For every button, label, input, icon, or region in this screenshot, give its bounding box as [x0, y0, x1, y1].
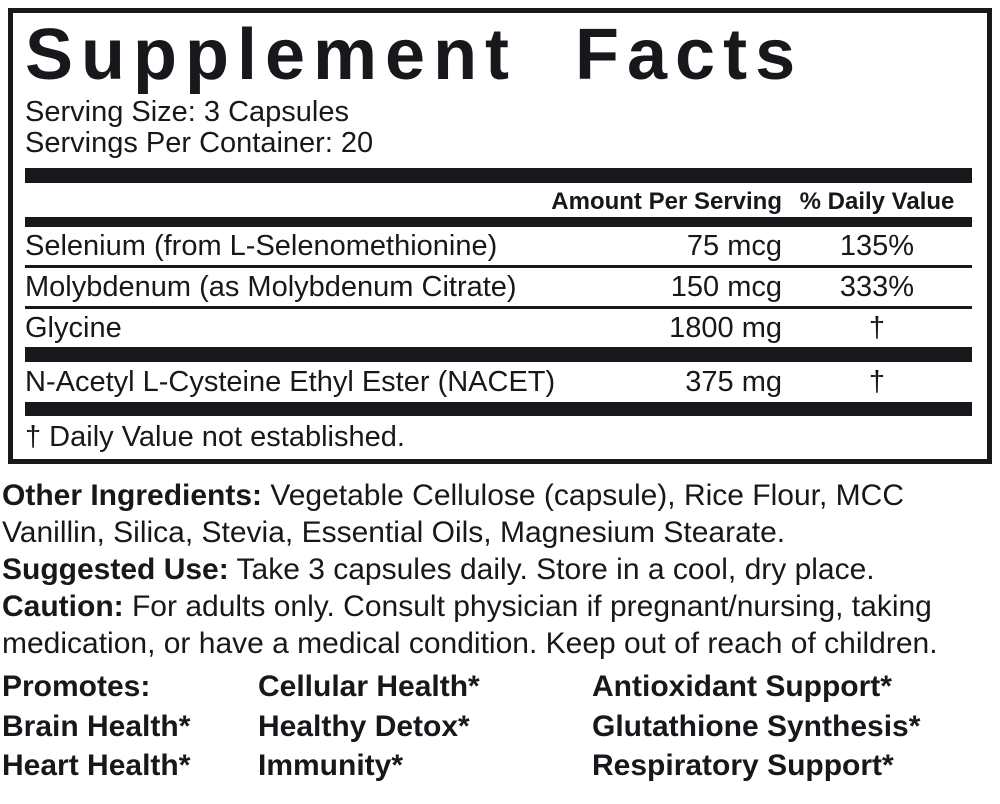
- other-ingredients-label: Other Ingredients:: [2, 479, 263, 512]
- nutrient-name: Glycine: [25, 312, 122, 344]
- divider-bar-top: [25, 168, 972, 183]
- nutrient-daily-value: †: [868, 312, 886, 344]
- caution-label: Caution:: [2, 590, 124, 623]
- benefit-immunity: Immunity*: [258, 749, 404, 782]
- promotes-heading: Promotes:: [2, 670, 151, 703]
- benefit-glutathione-synthesis: Glutathione Synthesis*: [592, 709, 921, 743]
- nutrient-row-molybdenum: Molybdenum (as Molybdenum Citrate) 150 m…: [25, 268, 972, 309]
- benefit-cellular-health: Cellular Health*: [258, 670, 480, 703]
- nutrient-daily-value: †: [868, 366, 886, 398]
- benefit-healthy-detox: Healthy Detox*: [258, 709, 470, 743]
- other-ingredients-text: Vegetable Cellulose (capsule), Rice Flou…: [2, 479, 904, 549]
- benefit-antioxidant-support: Antioxidant Support*: [592, 670, 892, 703]
- daily-value-footnote: † Daily Value not established.: [25, 421, 405, 453]
- nutrient-row-glycine: Glycine 1800 mg †: [25, 309, 972, 347]
- panel-title: Supplement Facts: [25, 15, 804, 95]
- nutrient-daily-value: 333%: [839, 271, 915, 303]
- divider-bar-mid: [25, 347, 972, 362]
- info-section: Other Ingredients: Vegetable Cellulose (…: [2, 477, 998, 662]
- divider-bar-under-header: [25, 217, 972, 227]
- serving-info: Serving Size: 3 Capsules Servings Per Co…: [25, 97, 972, 159]
- nutrient-name: N-Acetyl L-Cysteine Ethyl Ester (NACET): [25, 366, 556, 398]
- nutrient-amount: 150 mcg: [670, 271, 782, 303]
- benefit-respiratory-support: Respiratory Support*: [592, 749, 894, 782]
- nutrient-name: Molybdenum (as Molybdenum Citrate): [25, 271, 517, 303]
- column-header-amount: Amount Per Serving: [551, 188, 782, 215]
- nutrient-amount: 375 mg: [685, 366, 782, 398]
- caution: Caution: For adults only. Consult physic…: [2, 588, 998, 662]
- table-header: Amount Per Serving % Daily Value: [25, 183, 972, 217]
- nutrient-amount: 1800 mg: [669, 312, 782, 344]
- servings-per-container: Servings Per Container: 20: [25, 127, 374, 159]
- caution-text: For adults only. Consult physician if pr…: [2, 590, 938, 660]
- benefit-heart-health: Heart Health*: [2, 749, 191, 782]
- suggested-use: Suggested Use: Take 3 capsules daily. St…: [2, 551, 998, 588]
- column-header-daily-value: % Daily Value: [799, 188, 955, 215]
- nutrient-row-nacet: N-Acetyl L-Cysteine Ethyl Ester (NACET) …: [25, 362, 972, 402]
- other-ingredients: Other Ingredients: Vegetable Cellulose (…: [2, 477, 998, 551]
- nutrient-daily-value: 135%: [839, 230, 915, 262]
- nutrient-row-selenium: Selenium (from L-Selenomethionine) 75 mc…: [25, 227, 972, 268]
- suggested-use-label: Suggested Use:: [2, 553, 229, 586]
- serving-size: Serving Size: 3 Capsules: [25, 96, 349, 128]
- nutrient-name: Selenium (from L-Selenomethionine): [25, 230, 498, 262]
- promotes-grid: Promotes: Cellular Health* Antioxidant S…: [2, 667, 1000, 786]
- suggested-use-text: Take 3 capsules daily. Store in a cool, …: [236, 553, 875, 586]
- benefit-brain-health: Brain Health*: [2, 709, 191, 743]
- supplement-facts-panel: Supplement Facts Serving Size: 3 Capsule…: [8, 8, 992, 464]
- divider-bar-bottom: [25, 402, 972, 416]
- nutrient-amount: 75 mcg: [686, 230, 782, 262]
